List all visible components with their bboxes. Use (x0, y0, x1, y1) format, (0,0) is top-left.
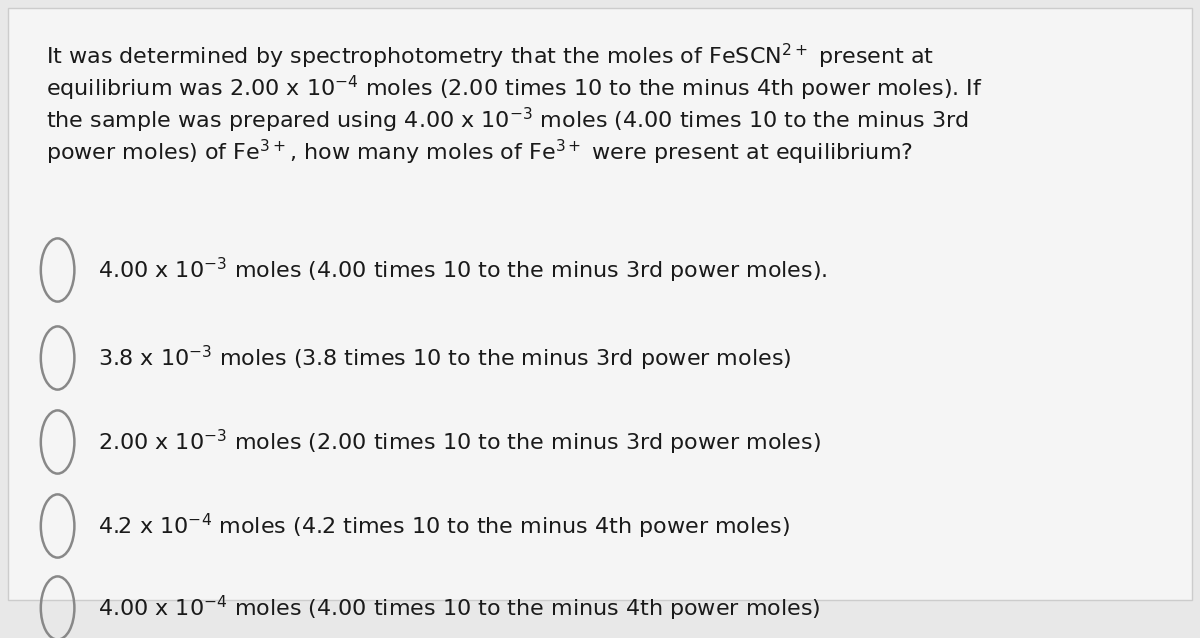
Text: 4.2 x 10$^{-4}$ moles (4.2 times 10 to the minus 4th power moles): 4.2 x 10$^{-4}$ moles (4.2 times 10 to t… (98, 512, 790, 540)
Text: 2.00 x 10$^{-3}$ moles (2.00 times 10 to the minus 3rd power moles): 2.00 x 10$^{-3}$ moles (2.00 times 10 to… (98, 427, 821, 457)
Text: 4.00 x 10$^{-3}$ moles (4.00 times 10 to the minus 3rd power moles).: 4.00 x 10$^{-3}$ moles (4.00 times 10 to… (98, 255, 828, 285)
Text: 4.00 x 10$^{-4}$ moles (4.00 times 10 to the minus 4th power moles): 4.00 x 10$^{-4}$ moles (4.00 times 10 to… (98, 593, 821, 623)
Text: equilibrium was 2.00 x 10$^{-4}$ moles (2.00 times 10 to the minus 4th power mol: equilibrium was 2.00 x 10$^{-4}$ moles (… (46, 74, 983, 103)
Text: It was determined by spectrophotometry that the moles of FeSCN$^{2+}$ present at: It was determined by spectrophotometry t… (46, 42, 934, 71)
Text: the sample was prepared using 4.00 x 10$^{-3}$ moles (4.00 times 10 to the minus: the sample was prepared using 4.00 x 10$… (46, 106, 968, 135)
Text: 3.8 x 10$^{-3}$ moles (3.8 times 10 to the minus 3rd power moles): 3.8 x 10$^{-3}$ moles (3.8 times 10 to t… (98, 343, 792, 373)
FancyBboxPatch shape (8, 8, 1192, 600)
Text: power moles) of Fe$^{3+}$, how many moles of Fe$^{3+}$ were present at equilibri: power moles) of Fe$^{3+}$, how many mole… (46, 138, 913, 167)
